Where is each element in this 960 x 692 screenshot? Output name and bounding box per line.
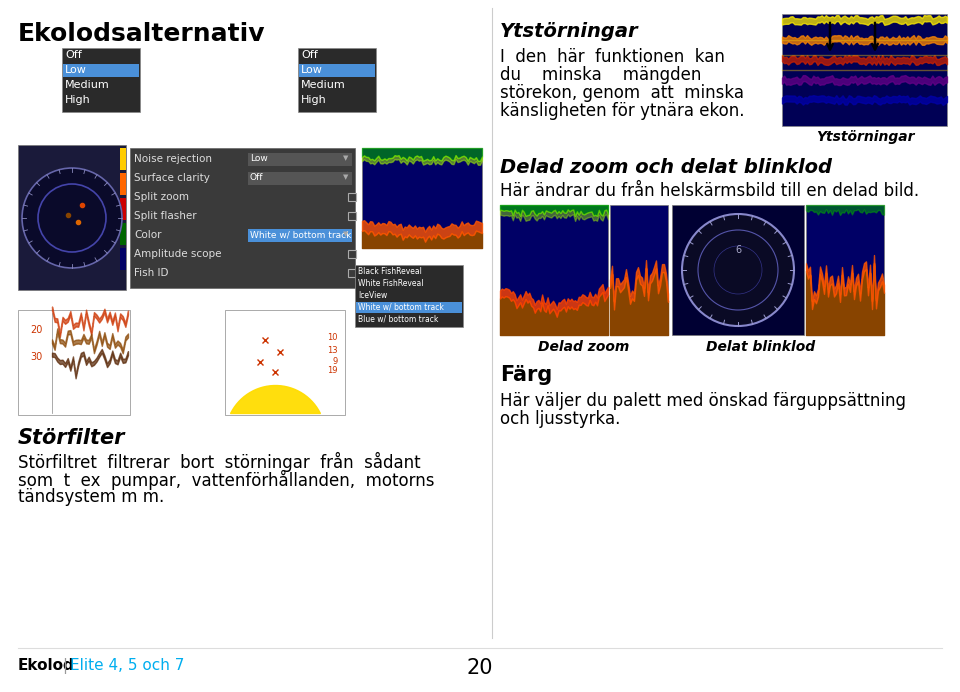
- Bar: [62, 48, 140, 112]
- Text: störekon, genom  att  minska: störekon, genom att minska: [500, 84, 744, 102]
- Text: Amplitude scope: Amplitude scope: [134, 249, 222, 259]
- Bar: [500, 205, 608, 335]
- Text: du    minska    mängden: du minska mängden: [500, 66, 702, 84]
- Text: Ekolod: Ekolod: [18, 658, 75, 673]
- Bar: [355, 265, 463, 327]
- Text: Off: Off: [301, 50, 318, 60]
- Text: Split flasher: Split flasher: [134, 211, 197, 221]
- Bar: [362, 148, 482, 248]
- Text: 20: 20: [30, 325, 42, 335]
- Text: ▼: ▼: [343, 174, 348, 180]
- Text: Störfiltret  filtrerar  bort  störningar  från  sådant: Störfiltret filtrerar bort störningar fr…: [18, 452, 420, 472]
- Text: 9: 9: [333, 357, 338, 366]
- Text: Ytstörningar: Ytstörningar: [816, 130, 914, 144]
- Text: Delad zoom och delat blinklod: Delad zoom och delat blinklod: [500, 158, 832, 177]
- Bar: [298, 48, 376, 112]
- Text: Surface clarity: Surface clarity: [134, 173, 210, 183]
- Bar: [356, 302, 462, 313]
- Text: Färg: Färg: [500, 365, 552, 385]
- Text: Black FishReveal: Black FishReveal: [358, 267, 421, 276]
- Text: 13: 13: [327, 346, 338, 355]
- Bar: [225, 310, 345, 415]
- Text: 20: 20: [467, 658, 493, 678]
- Text: |: |: [62, 658, 67, 674]
- Bar: [782, 14, 947, 126]
- Text: White w/ bottom track: White w/ bottom track: [358, 303, 444, 312]
- Bar: [120, 173, 126, 195]
- Text: 6: 6: [735, 245, 741, 255]
- Text: High: High: [65, 95, 91, 105]
- Text: Delat blinklod: Delat blinklod: [707, 340, 816, 354]
- Bar: [120, 223, 126, 245]
- Circle shape: [682, 214, 794, 326]
- Text: tändsystem m m.: tändsystem m m.: [18, 488, 164, 506]
- Text: Ekolodsalternativ: Ekolodsalternativ: [18, 22, 266, 46]
- Bar: [348, 250, 356, 258]
- Text: Ytstörningar: Ytstörningar: [500, 22, 638, 41]
- Text: Medium: Medium: [301, 80, 346, 90]
- Text: White w/ bottom track: White w/ bottom track: [250, 230, 351, 239]
- Text: IceView: IceView: [358, 291, 387, 300]
- Text: Low: Low: [301, 65, 323, 75]
- Bar: [806, 205, 884, 335]
- Text: White FishReveal: White FishReveal: [358, 279, 423, 288]
- Text: Blue w/ bottom track: Blue w/ bottom track: [358, 315, 439, 324]
- Circle shape: [22, 168, 122, 268]
- Text: Här väljer du palett med önskad färguppsättning: Här väljer du palett med önskad färgupps…: [500, 392, 906, 410]
- Text: känsligheten för ytnära ekon.: känsligheten för ytnära ekon.: [500, 102, 745, 120]
- Text: Noise rejection: Noise rejection: [134, 154, 212, 164]
- Text: Störfilter: Störfilter: [18, 428, 126, 448]
- Text: Split zoom: Split zoom: [134, 192, 189, 202]
- Bar: [120, 198, 126, 220]
- Bar: [18, 310, 130, 415]
- Bar: [63, 64, 139, 77]
- Text: 19: 19: [327, 366, 338, 375]
- Text: Medium: Medium: [65, 80, 109, 90]
- Text: Fish ID: Fish ID: [134, 268, 169, 278]
- Text: Low: Low: [250, 154, 268, 163]
- Bar: [18, 145, 126, 290]
- Bar: [248, 229, 352, 242]
- Text: 10: 10: [327, 333, 338, 342]
- Text: I  den  här  funktionen  kan: I den här funktionen kan: [500, 48, 725, 66]
- Bar: [299, 64, 375, 77]
- Text: Off: Off: [65, 50, 82, 60]
- Text: Här ändrar du från helskärmsbild till en delad bild.: Här ändrar du från helskärmsbild till en…: [500, 182, 919, 200]
- Text: ▼: ▼: [343, 231, 348, 237]
- Text: Off: Off: [250, 173, 263, 182]
- Text: som  t  ex  pumpar,  vattenförhållanden,  motorns: som t ex pumpar, vattenförhållanden, mot…: [18, 470, 435, 490]
- Bar: [348, 193, 356, 201]
- Bar: [130, 148, 355, 288]
- Bar: [610, 205, 668, 335]
- Bar: [348, 269, 356, 277]
- Bar: [248, 153, 352, 166]
- Bar: [248, 172, 352, 185]
- Text: ▼: ▼: [343, 155, 348, 161]
- Text: Elite 4, 5 och 7: Elite 4, 5 och 7: [70, 658, 184, 673]
- Text: 30: 30: [30, 352, 42, 362]
- Bar: [348, 212, 356, 220]
- Text: Color: Color: [134, 230, 161, 240]
- Bar: [120, 148, 126, 170]
- Text: Delad zoom: Delad zoom: [539, 340, 630, 354]
- Text: Low: Low: [65, 65, 86, 75]
- Text: High: High: [301, 95, 326, 105]
- Bar: [672, 205, 804, 335]
- Text: och ljusstyrka.: och ljusstyrka.: [500, 410, 620, 428]
- Bar: [120, 248, 126, 270]
